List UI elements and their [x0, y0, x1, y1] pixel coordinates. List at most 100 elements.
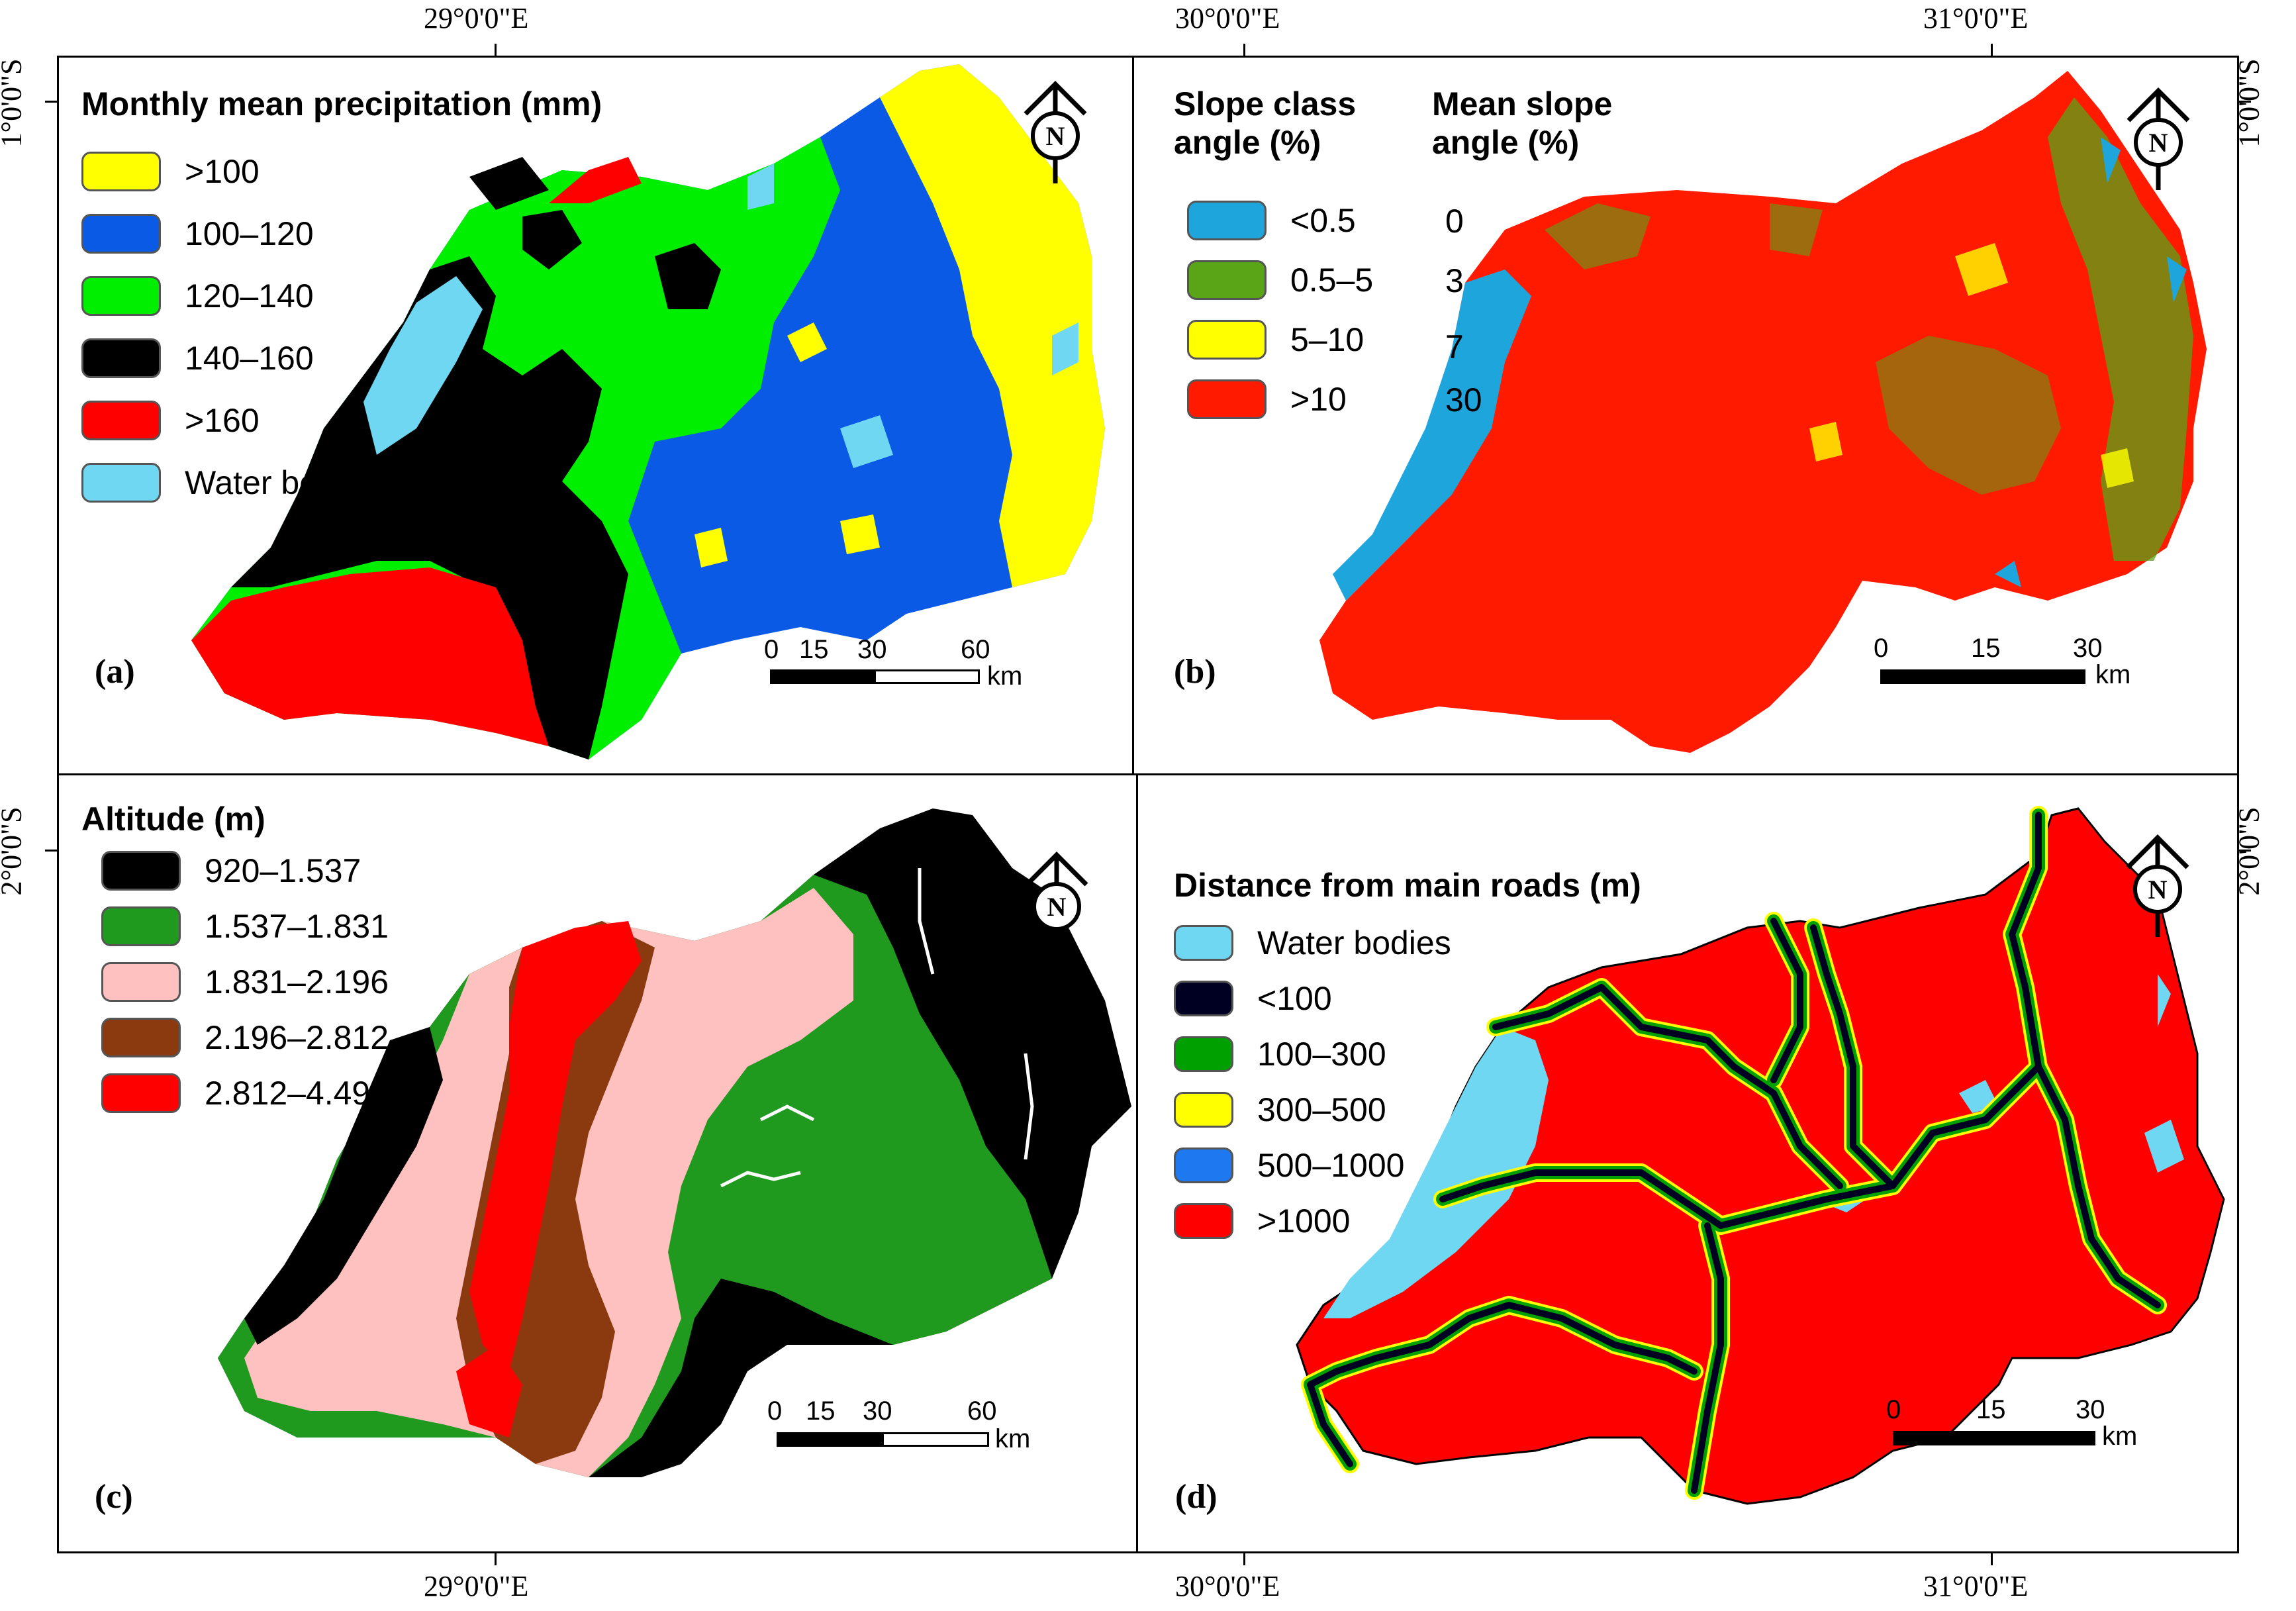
- scale-a-bar-black: [770, 669, 876, 684]
- legend-title-b-mean-line1: Mean slope: [1432, 85, 1613, 122]
- scale-a-unit: km: [987, 661, 1023, 691]
- map-d-road-network: [1301, 806, 2167, 1500]
- map-c-altitude: [218, 808, 1131, 1477]
- coord-bottom-30e: 30°0'0"E: [1175, 1570, 1280, 1602]
- scale-a-tick-0: 0: [764, 635, 779, 664]
- legend-item-b-lt0-5: <0.5: [1187, 201, 1356, 240]
- tick-bottom-29: [495, 1552, 497, 1565]
- legend-title-b-mean-line2: angle (%): [1432, 123, 1580, 161]
- legend-label-b-5-10: 5–10: [1290, 321, 1364, 358]
- legend-item-a-water: Water bodies: [81, 463, 379, 503]
- legend-item-c-2196-2812: 2.196–2.812: [101, 1018, 389, 1057]
- legend-label-b-gt10: >10: [1290, 381, 1347, 418]
- mean-value-b-3: 30: [1445, 381, 1482, 418]
- tick-right-1: [2238, 101, 2251, 103]
- legend-label-b-lt0-5: <0.5: [1290, 202, 1356, 239]
- legend-title-b-class-line1: Slope class: [1174, 85, 1357, 122]
- panel-label-a: (a): [95, 653, 135, 691]
- legend-item-c-2812-4494: 2.812–4.494: [101, 1073, 389, 1113]
- legend-title-b-class-line2: angle (%): [1174, 123, 1321, 161]
- panel-b-slope: Slope class angle (%) Mean slope angle (…: [1134, 58, 2237, 773]
- tick-left-2: [45, 850, 58, 852]
- legend-label-c-1537-1831: 1.537–1.831: [205, 908, 389, 945]
- divider-top-vertical: [1132, 56, 1134, 775]
- north-arrow-letter: N: [1047, 892, 1067, 922]
- legend-item-d-300-500: 300–500: [1174, 1091, 1386, 1129]
- map-b-green-north: [1545, 203, 1823, 269]
- map-a-black-patch-1: [655, 243, 721, 309]
- coord-left-2s: 2°0'0"S: [0, 806, 28, 896]
- map-a-red-top: [549, 157, 642, 203]
- divider-bottom-vertical: [1136, 775, 1138, 1553]
- legend-item-d-gt1000: >1000: [1174, 1202, 1350, 1240]
- legend-swatch-a-yellow: [81, 152, 161, 191]
- map-frame: [57, 56, 2239, 1553]
- scale-a-tick-60: 60: [961, 635, 990, 664]
- legend-swatch-d-water: [1174, 925, 1233, 961]
- map-a-precipitation: [191, 64, 1105, 759]
- scale-a-tick-15: 15: [799, 635, 829, 664]
- legend-swatch-b-yellow: [1187, 320, 1267, 360]
- tick-bottom-31: [1991, 1552, 1993, 1565]
- north-arrow-letter: N: [2148, 875, 2168, 904]
- legend-item-c-1537-1831: 1.537–1.831: [101, 906, 389, 946]
- panel-c-altitude: Altitude (m) 920–1.537 1.537–1.831 1.831…: [59, 775, 1136, 1551]
- legend-swatch-c-green: [101, 906, 181, 946]
- north-arrow-letter: N: [2149, 128, 2168, 158]
- legend-label-c-2196-2812: 2.196–2.812: [205, 1019, 389, 1056]
- legend-item-d-lt100: <100: [1174, 979, 1332, 1018]
- legend-swatch-a-water: [81, 463, 161, 503]
- legend-item-d-500-1000: 500–1000: [1174, 1146, 1404, 1185]
- panel-label-b: (b): [1174, 653, 1216, 691]
- north-arrow-letter: N: [1046, 121, 1065, 151]
- scale-a-bar-white: [874, 669, 980, 684]
- panel-label-d: (d): [1175, 1478, 1218, 1516]
- map-d-region-water: [1323, 1027, 1549, 1318]
- legend-title-b-class: Slope class angle (%): [1174, 85, 1356, 162]
- scale-d-bar: [1893, 1431, 2095, 1445]
- north-arrow-icon: N: [2126, 834, 2189, 937]
- legend-label-a-gt100: >100: [185, 153, 260, 190]
- map-a-water-kivu: [363, 276, 483, 455]
- legend-label-d-water: Water bodies: [1257, 924, 1451, 961]
- legend-swatch-d-black: [1174, 981, 1233, 1016]
- legend-swatch-c-black: [101, 851, 181, 891]
- legend-label-b-0-5-5: 0.5–5: [1290, 262, 1374, 299]
- legend-item-b-gt10: >10: [1187, 379, 1347, 419]
- mean-value-b-1: 3: [1445, 262, 1464, 299]
- legend-swatch-a-black: [81, 338, 161, 378]
- tick-right-2: [2238, 850, 2251, 852]
- panel-d-roads: Distance from main roads (m) Water bodie…: [1138, 775, 2237, 1551]
- panel-a-precipitation: Monthly mean precipitation (mm) >100 100…: [59, 58, 1132, 773]
- legend-swatch-c-brown: [101, 1018, 181, 1057]
- legend-item-a-140-160: 140–160: [81, 338, 314, 378]
- legend-label-d-gt1000: >1000: [1257, 1202, 1351, 1240]
- legend-swatch-d-red: [1174, 1203, 1233, 1239]
- legend-label-c-2812-4494: 2.812–4.494: [205, 1075, 389, 1112]
- legend-item-b-0-5-5: 0.5–5: [1187, 260, 1373, 300]
- north-arrow-icon: N: [2127, 87, 2190, 190]
- scale-b-bar: [1880, 669, 2085, 684]
- legend-item-c-920-1537: 920–1.537: [101, 851, 361, 891]
- legend-item-a-120-140: 120–140: [81, 276, 314, 316]
- scale-c-bar-white: [882, 1432, 989, 1447]
- divider-horizontal: [57, 773, 2239, 775]
- map-b-green-east: [2048, 97, 2193, 561]
- legend-swatch-b-green: [1187, 260, 1267, 300]
- map-d-roads: [1296, 806, 2225, 1505]
- legend-swatch-a-green: [81, 276, 161, 316]
- mean-value-b-2: 7: [1445, 328, 1464, 366]
- map-d-roads-core: [1307, 812, 2161, 1494]
- legend-item-b-5-10: 5–10: [1187, 320, 1364, 360]
- legend-item-a-gt160: >160: [81, 401, 260, 440]
- scale-c-unit: km: [995, 1424, 1031, 1453]
- legend-swatch-d-blue: [1174, 1147, 1233, 1183]
- map-b-region-water: [1333, 269, 1531, 601]
- scale-d-tick-30: 30: [2076, 1395, 2105, 1424]
- coord-top-30e: 30°0'0"E: [1175, 2, 1280, 34]
- map-b-slope: [1319, 71, 2207, 753]
- legend-swatch-b-blue: [1187, 201, 1267, 240]
- scale-b-tick-30: 30: [2073, 634, 2103, 663]
- legend-item-a-gt100: >100: [81, 152, 260, 191]
- legend-title-c: Altitude (m): [81, 801, 265, 838]
